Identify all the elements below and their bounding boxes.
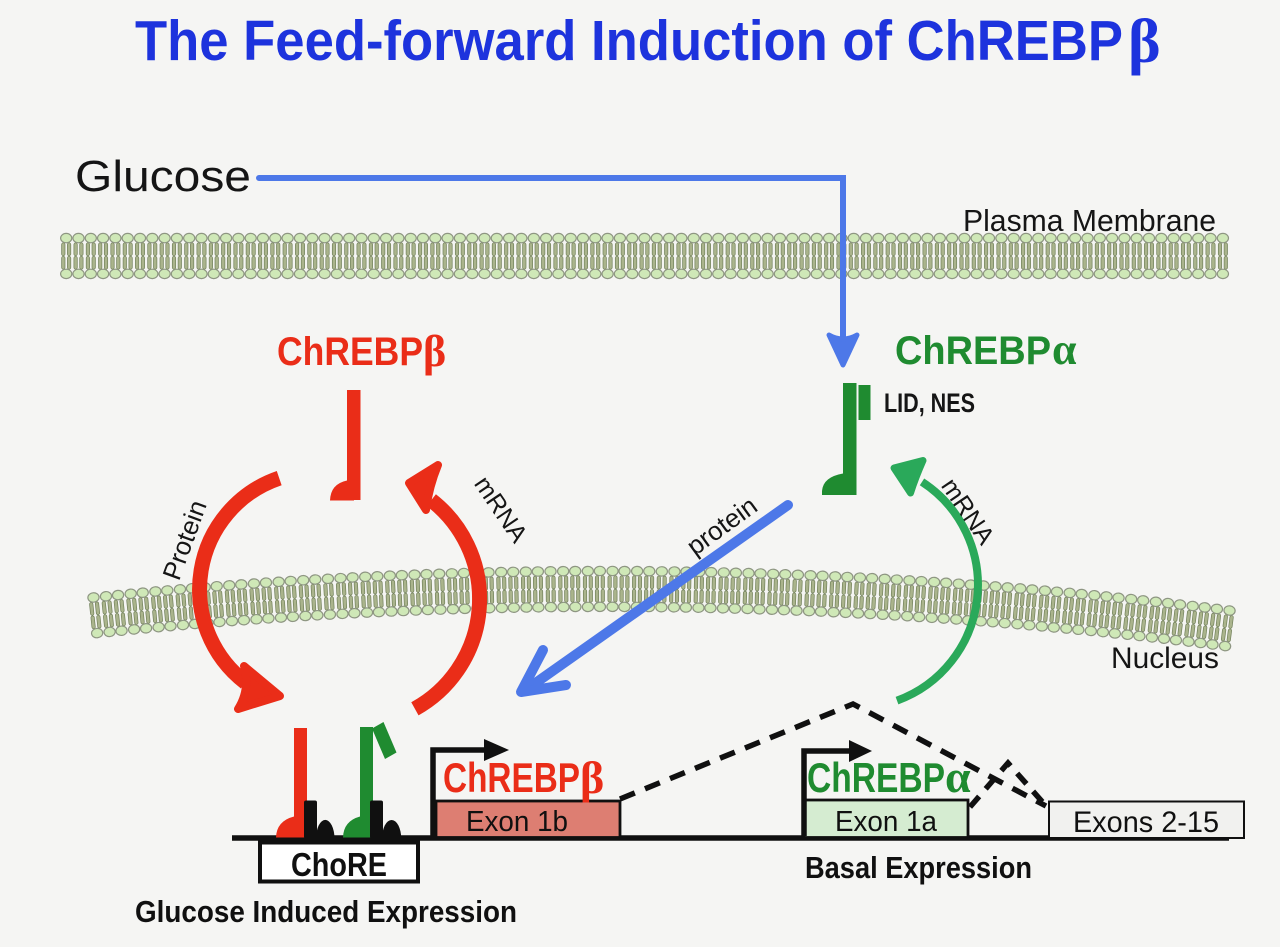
svg-text:ChREBP: ChREBP: [443, 754, 580, 801]
svg-text:Plasma Membrane: Plasma Membrane: [963, 203, 1216, 238]
svg-text:Glucose Induced Expression: Glucose Induced Expression: [135, 894, 517, 929]
svg-text:ChoRE: ChoRE: [291, 846, 387, 883]
svg-text:Basal Expression: Basal Expression: [805, 850, 1032, 885]
svg-text:LID, NES: LID, NES: [884, 388, 975, 418]
svg-text:β: β: [1128, 8, 1161, 76]
svg-text:β: β: [423, 327, 446, 376]
svg-text:β: β: [580, 752, 604, 803]
svg-text:α: α: [1052, 325, 1077, 374]
svg-text:α: α: [945, 751, 971, 802]
svg-text:Nucleus: Nucleus: [1111, 642, 1219, 675]
svg-text:ChREBP: ChREBP: [895, 329, 1051, 373]
svg-text:Exon 1a: Exon 1a: [835, 806, 938, 838]
svg-text:The Feed-forward Induction of: The Feed-forward Induction of ChREBP: [135, 9, 1123, 73]
svg-text:ChREBP: ChREBP: [277, 330, 423, 374]
svg-text:Exon 1b: Exon 1b: [466, 806, 568, 838]
svg-text:Exons 2-15: Exons 2-15: [1073, 806, 1219, 839]
svg-text:ChREBP: ChREBP: [807, 754, 945, 801]
svg-text:Glucose: Glucose: [75, 152, 251, 201]
